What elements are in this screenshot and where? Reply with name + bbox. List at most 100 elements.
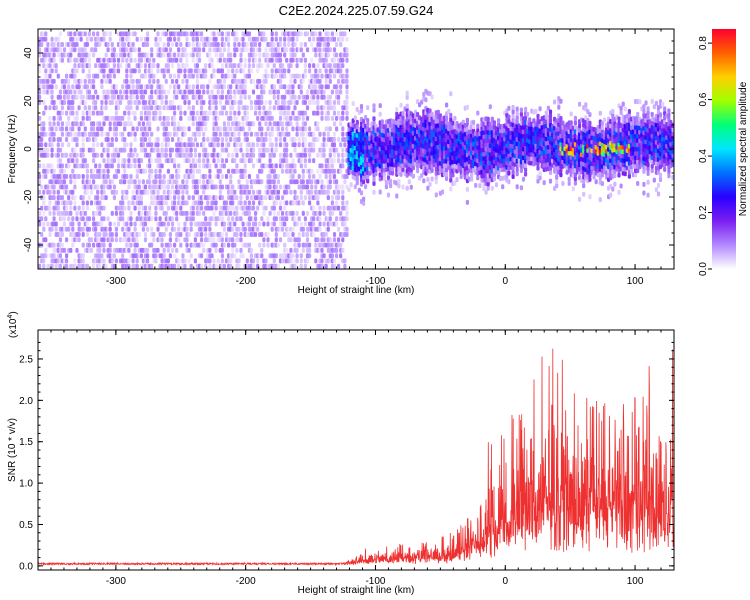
heatmap-cell [515,167,519,172]
heatmap-cell [251,200,256,206]
heatmap-cell [222,242,226,248]
heatmap-cell [50,152,54,158]
heatmap-cell [266,216,270,222]
heatmap-cell [299,158,303,164]
heatmap-cell [81,258,85,264]
heatmap-cell [291,210,295,216]
heatmap-cell [127,36,131,42]
heatmap-cell [123,205,127,211]
heatmap-cell [256,258,260,264]
heatmap-cell [56,121,60,127]
heatmap-cell [214,247,218,253]
heatmap-cell [83,100,87,105]
heatmap-cell [326,52,330,58]
heatmap-cell [229,258,233,264]
heatmap-cell [185,36,189,42]
heatmap-cell [71,158,75,164]
heatmap-cell [173,121,177,127]
heatmap-cell [168,195,172,201]
heatmap-cell [191,73,195,79]
heatmap-cell [77,232,81,237]
heatmap-cell [220,232,224,237]
heatmap-cell [285,57,289,63]
heatmap-cell [260,131,264,137]
heatmap-cell [89,189,94,195]
heatmap-cell [283,205,287,211]
heatmap-cell [48,115,52,121]
heatmap-cell [337,137,341,142]
heatmap-cell [46,42,50,47]
heatmap-cell [297,216,301,222]
heatmap-cell [187,126,191,132]
heatmap-cell [296,269,299,274]
heatmap-cell [229,89,233,95]
heatmap-cell [46,184,50,190]
heatmap-cell [42,263,46,269]
heatmap-cell [227,36,231,42]
heatmap-cell [359,190,364,196]
heatmap-cell [204,63,208,69]
heatmap-cell [185,57,189,63]
heatmap-cell [195,84,199,90]
heatmap-cell [129,52,133,58]
heatmap-cell [272,168,276,174]
heatmap-cell [258,42,262,47]
heatmap-cell [507,105,511,111]
heatmap-cell [112,221,116,227]
heatmap-cell [260,269,263,274]
heatmap-cell [87,226,91,232]
heatmap-cell [218,152,222,158]
heatmap-cell [247,63,251,69]
heatmap-cell [166,184,170,190]
heatmap-cell [82,269,85,274]
heatmap-cell [212,210,216,216]
heatmap-cell [239,200,243,206]
heatmap-cell [146,131,150,137]
heatmap-cell [185,237,189,243]
heatmap-cell [260,179,264,185]
heatmap-cell [92,147,96,153]
heatmap-cell [123,158,127,164]
heatmap-cell [92,52,96,58]
heatmap-cell [239,216,243,222]
heatmap-cell [341,184,345,190]
heatmap-cell [285,47,289,53]
heatmap-cell [138,269,141,274]
heatmap-cell [308,200,312,206]
heatmap-cell [345,216,349,222]
heatmap-cell [114,210,118,216]
heatmap-cell [106,137,110,142]
heatmap-cell [247,210,251,216]
heatmap-cell [476,123,480,129]
heatmap-cell [38,263,42,269]
heatmap-cell [295,63,299,69]
heatmap-cell [197,131,202,137]
heatmap-cell [283,242,287,248]
heatmap-cell [164,31,168,37]
heatmap-cell [133,247,137,253]
heatmap-cell [179,68,183,74]
heatmap-cell [60,105,64,111]
heatmap-cell [314,52,318,58]
heatmap-cell [50,142,54,148]
heatmap-cell [81,137,85,142]
heatmap-cell [65,258,69,264]
heatmap-cell [235,269,238,274]
heatmap-cell [266,242,270,248]
heatmap-cell [297,115,301,121]
heatmap-cell [65,253,69,259]
heatmap-cell [98,210,102,216]
heatmap-cell [243,89,247,95]
heatmap-cell [260,232,264,237]
heatmap-cell [202,158,206,164]
heatmap-cell [233,189,237,195]
heatmap-cell [216,137,220,142]
heatmap-cell [79,78,83,84]
heatmap-cell [239,52,243,58]
heatmap-cell [71,226,75,232]
heatmap-cell [249,158,253,164]
heatmap-cell [229,110,233,116]
heatmap-cell [245,131,249,137]
heatmap-cell [198,269,201,274]
